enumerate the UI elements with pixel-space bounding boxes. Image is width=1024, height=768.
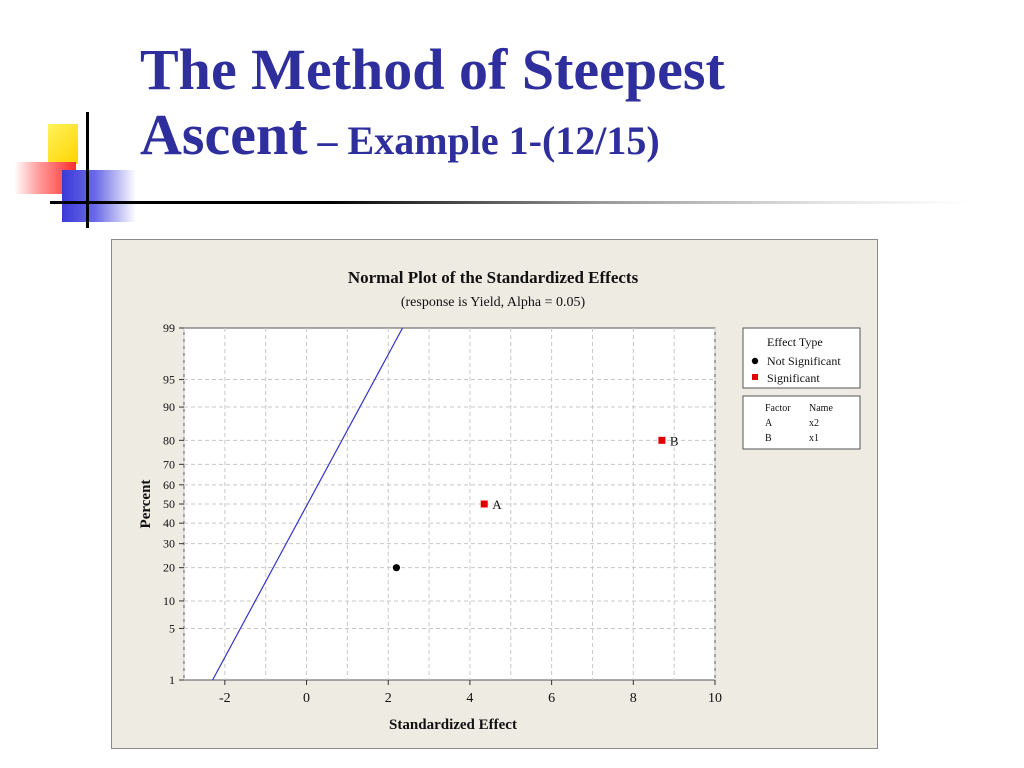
- y-axis-ticks: 1 5 10 20 30 40 50 60 70 80 90 95 99: [163, 321, 184, 687]
- slide-title-line2-sub: – Example 1-(12/15): [307, 117, 660, 163]
- chart-title: Normal Plot of the Standardized Effects: [348, 268, 639, 287]
- data-points: AB: [392, 433, 679, 572]
- chart-subtitle: (response is Yield, Alpha = 0.05): [401, 295, 586, 310]
- legend: Effect Type Not Significant Significant: [742, 327, 861, 389]
- legend-marker-significant: [752, 374, 758, 380]
- y-tick-label: 60: [163, 478, 175, 492]
- y-tick-label: 70: [163, 457, 175, 471]
- x-tick-label: 4: [466, 691, 473, 706]
- data-point-significant: [658, 436, 666, 444]
- factor-table: Factor Name A x2 B x1: [742, 395, 861, 450]
- x-tick-label: 0: [303, 691, 310, 706]
- x-axis-ticks: -2 0 2 4 6 8 10: [219, 680, 722, 706]
- data-point-label: A: [492, 497, 502, 512]
- y-tick-label: 90: [163, 400, 175, 414]
- reference-line: [212, 327, 404, 681]
- slide-title-line1: The Method of Steepest: [140, 37, 725, 102]
- slide-title-line2-main: Ascent: [140, 101, 308, 167]
- x-tick-label: 2: [385, 691, 392, 706]
- y-axis-label: Percent: [138, 480, 154, 529]
- y-tick-label: 10: [163, 594, 175, 608]
- factor-table-cell: x2: [809, 418, 819, 429]
- data-point-significant: [480, 500, 488, 508]
- decor-yellow-square: [48, 124, 78, 164]
- factor-table-box: [742, 395, 861, 450]
- y-tick-label: 20: [163, 561, 175, 575]
- y-tick-label: 80: [163, 433, 175, 447]
- legend-box: [742, 327, 861, 389]
- factor-table-cell: B: [765, 433, 772, 444]
- effects-chart: Normal Plot of the Standardized Effects …: [138, 268, 861, 733]
- y-tick-label: 50: [163, 497, 175, 511]
- y-tick-label: 30: [163, 537, 175, 551]
- x-axis-label: Standardized Effect: [389, 717, 517, 733]
- title-underline: [50, 201, 970, 204]
- slide-title: The Method of Steepest Ascent – Example …: [140, 37, 1000, 168]
- y-tick-label: 95: [163, 373, 175, 387]
- y-tick-label: 5: [169, 621, 175, 635]
- x-tick-label: -2: [219, 691, 231, 706]
- factor-table-header-factor: Factor: [765, 403, 791, 414]
- x-tick-label: 8: [630, 691, 637, 706]
- legend-title: Effect Type: [767, 335, 823, 349]
- factor-table-cell: x1: [809, 433, 819, 444]
- legend-label-not-significant: Not Significant: [767, 354, 841, 368]
- x-tick-label: 6: [548, 691, 555, 706]
- grid-lines: [183, 328, 716, 680]
- chart-frame: Normal Plot of the Standardized Effects …: [111, 239, 878, 749]
- decor-vertical-line: [86, 112, 89, 228]
- data-point-label: B: [670, 433, 679, 448]
- x-tick-label: 10: [708, 691, 722, 706]
- y-tick-label: 1: [169, 673, 175, 687]
- y-tick-label: 99: [163, 321, 175, 335]
- legend-marker-not-significant: [751, 357, 759, 365]
- decor-blue-square: [62, 170, 136, 222]
- data-point-not-significant: [392, 564, 400, 572]
- factor-table-cell: A: [765, 418, 773, 429]
- legend-label-significant: Significant: [767, 371, 820, 385]
- y-tick-label: 40: [163, 516, 175, 530]
- factor-table-header-name: Name: [809, 403, 833, 414]
